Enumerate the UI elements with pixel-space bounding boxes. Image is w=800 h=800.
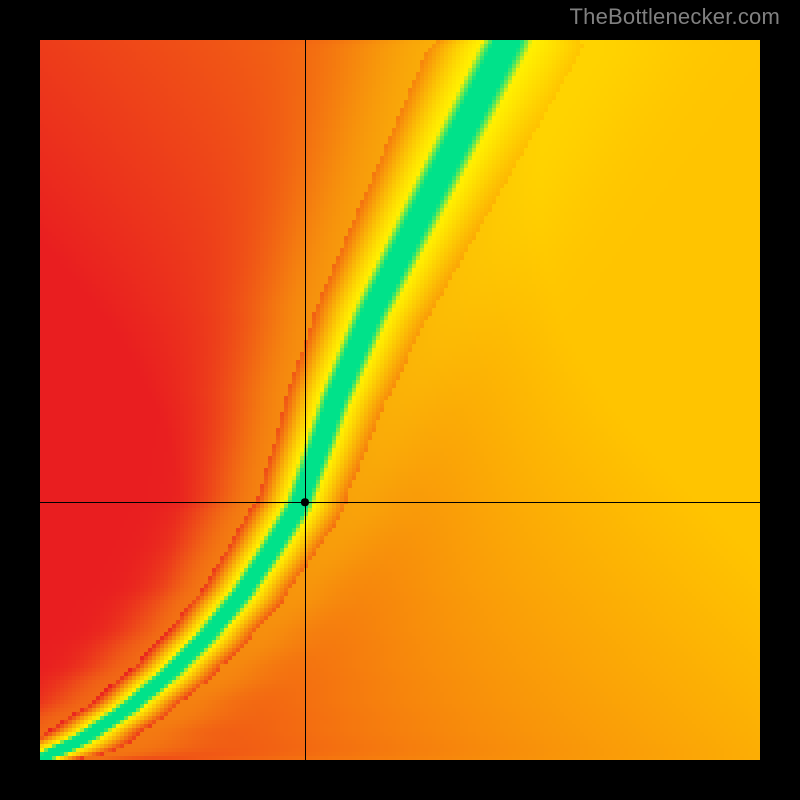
heatmap-plot bbox=[40, 40, 760, 760]
attribution-text: TheBottlenecker.com bbox=[570, 4, 780, 30]
crosshair-overlay bbox=[40, 40, 760, 760]
chart-frame: TheBottlenecker.com bbox=[0, 0, 800, 800]
